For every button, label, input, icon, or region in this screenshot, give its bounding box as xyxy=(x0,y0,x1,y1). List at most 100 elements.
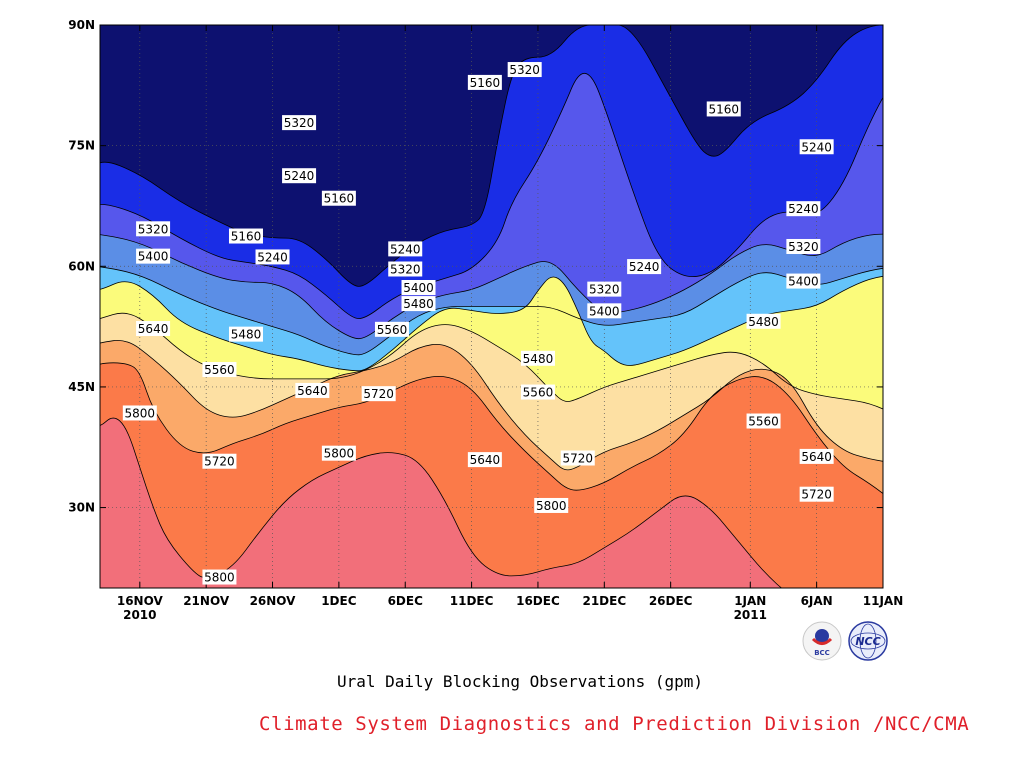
chart-subtitle: Ural Daily Blocking Observations (gpm) xyxy=(336,672,704,691)
svg-text:5400: 5400 xyxy=(403,281,434,295)
band-above_5800 xyxy=(100,418,782,588)
contour-label: 5160 xyxy=(321,190,356,206)
svg-text:5240: 5240 xyxy=(257,250,288,264)
svg-text:5800: 5800 xyxy=(324,447,355,461)
x-tick-label: 11DEC xyxy=(450,594,494,608)
x-tick-label: 21NOV xyxy=(183,594,230,608)
svg-text:5480: 5480 xyxy=(523,352,554,366)
x-tick-label: 1DEC xyxy=(321,594,357,608)
svg-text:5640: 5640 xyxy=(470,453,501,467)
contour-label: 5240 xyxy=(627,259,662,275)
contour-label: 5400 xyxy=(786,273,821,289)
x-tick-sublabel: 2011 xyxy=(734,608,767,622)
svg-text:5480: 5480 xyxy=(403,297,434,311)
isoline-5800 xyxy=(100,417,783,588)
x-tick-label: 16DEC xyxy=(516,594,560,608)
svg-text:5320: 5320 xyxy=(284,116,315,130)
plot-frame xyxy=(99,24,884,589)
contour-label: 5320 xyxy=(587,281,622,297)
credit-line: Climate System Diagnostics and Predictio… xyxy=(259,713,970,735)
svg-text:5800: 5800 xyxy=(204,571,235,585)
contour-label: 5480 xyxy=(520,350,555,366)
svg-text:5240: 5240 xyxy=(788,202,819,216)
svg-text:5560: 5560 xyxy=(377,323,408,337)
bcc-logo-text: BCC xyxy=(814,649,830,657)
isoline-5640 xyxy=(100,339,883,471)
svg-text:5160: 5160 xyxy=(231,230,262,244)
contour-label: 5320 xyxy=(507,62,542,78)
isoline-5320 xyxy=(100,233,883,340)
contour-lines xyxy=(100,25,883,588)
contour-label: 5320 xyxy=(136,221,171,237)
svg-text:5640: 5640 xyxy=(138,322,169,336)
contour-label: 5160 xyxy=(467,74,502,90)
x-tick-label: 26NOV xyxy=(250,594,297,608)
x-tick-sublabel: 2010 xyxy=(123,608,156,622)
contour-label: 5720 xyxy=(361,386,396,402)
svg-text:5400: 5400 xyxy=(589,304,620,318)
x-tick-label: 16NOV xyxy=(117,594,164,608)
contour-labels: 5160 5320 5320 5240 5160 5160 5240 5320 5160 5400… xyxy=(122,62,834,585)
x-tick-label: 6DEC xyxy=(388,594,424,608)
contour-label: 5640 xyxy=(467,452,502,468)
x-tick-label: 26DEC xyxy=(649,594,693,608)
svg-text:5800: 5800 xyxy=(125,406,156,420)
contour-label: 5560 xyxy=(746,413,781,429)
contour-label: 5240 xyxy=(388,241,423,257)
contour-label: 5240 xyxy=(282,168,317,184)
svg-text:5320: 5320 xyxy=(138,222,169,236)
svg-text:5560: 5560 xyxy=(748,415,779,429)
svg-text:5240: 5240 xyxy=(629,260,660,274)
svg-text:5160: 5160 xyxy=(324,192,355,206)
contour-label: 5720 xyxy=(560,450,595,466)
y-tick-label: 30N xyxy=(68,501,95,515)
contour-label: 5240 xyxy=(255,249,290,265)
contour-label: 5560 xyxy=(374,321,409,337)
svg-text:5240: 5240 xyxy=(390,242,421,256)
contour-fill-bands xyxy=(100,25,883,588)
svg-text:5480: 5480 xyxy=(231,328,262,342)
contour-label: 5480 xyxy=(746,313,781,329)
svg-text:5320: 5320 xyxy=(509,63,540,77)
bcc-logo: BCC xyxy=(802,621,842,661)
svg-text:5400: 5400 xyxy=(788,275,819,289)
logos: BCC NCC xyxy=(800,620,900,666)
svg-text:5720: 5720 xyxy=(363,387,394,401)
svg-text:5720: 5720 xyxy=(562,452,593,466)
contour-label: 5800 xyxy=(321,445,356,461)
contour-label: 5400 xyxy=(401,280,436,296)
svg-text:5240: 5240 xyxy=(801,140,832,154)
y-tick-label: 90N xyxy=(68,18,95,32)
contour-label: 5160 xyxy=(706,101,741,117)
contour-label: 5240 xyxy=(799,139,834,155)
y-tick-label: 60N xyxy=(68,259,95,273)
contour-label: 5640 xyxy=(136,321,171,337)
svg-text:5160: 5160 xyxy=(708,102,739,116)
ncc-logo-text: NCC xyxy=(855,635,880,648)
x-tick-label: 21DEC xyxy=(582,594,626,608)
svg-text:5480: 5480 xyxy=(748,315,779,329)
svg-text:5320: 5320 xyxy=(788,240,819,254)
svg-text:5560: 5560 xyxy=(523,386,554,400)
svg-text:5720: 5720 xyxy=(204,455,235,469)
isoline-5560 xyxy=(100,312,883,410)
svg-text:5320: 5320 xyxy=(390,263,421,277)
contour-label: 5320 xyxy=(786,238,821,254)
contour-label: 5160 xyxy=(228,228,263,244)
y-tick-label: 45N xyxy=(68,380,95,394)
svg-text:5560: 5560 xyxy=(204,363,235,377)
isoline-5720 xyxy=(100,362,883,495)
contour-label: 5720 xyxy=(799,486,834,502)
contour-label: 5800 xyxy=(202,569,237,585)
contour-label: 5480 xyxy=(228,326,263,342)
contour-label: 5640 xyxy=(799,448,834,464)
isoline-5240 xyxy=(100,72,883,320)
x-tick-label: 11JAN xyxy=(863,594,904,608)
contour-label: 5400 xyxy=(587,303,622,319)
svg-text:5160: 5160 xyxy=(470,76,501,90)
contour-label: 5640 xyxy=(295,382,330,398)
contour-label: 5720 xyxy=(202,453,237,469)
contour-label: 5480 xyxy=(401,296,436,312)
contour-label: 5400 xyxy=(136,248,171,264)
